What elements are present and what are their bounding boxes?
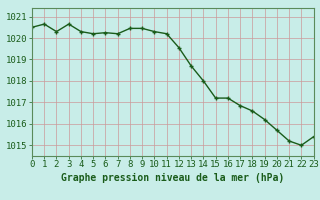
X-axis label: Graphe pression niveau de la mer (hPa): Graphe pression niveau de la mer (hPa) bbox=[61, 173, 284, 183]
